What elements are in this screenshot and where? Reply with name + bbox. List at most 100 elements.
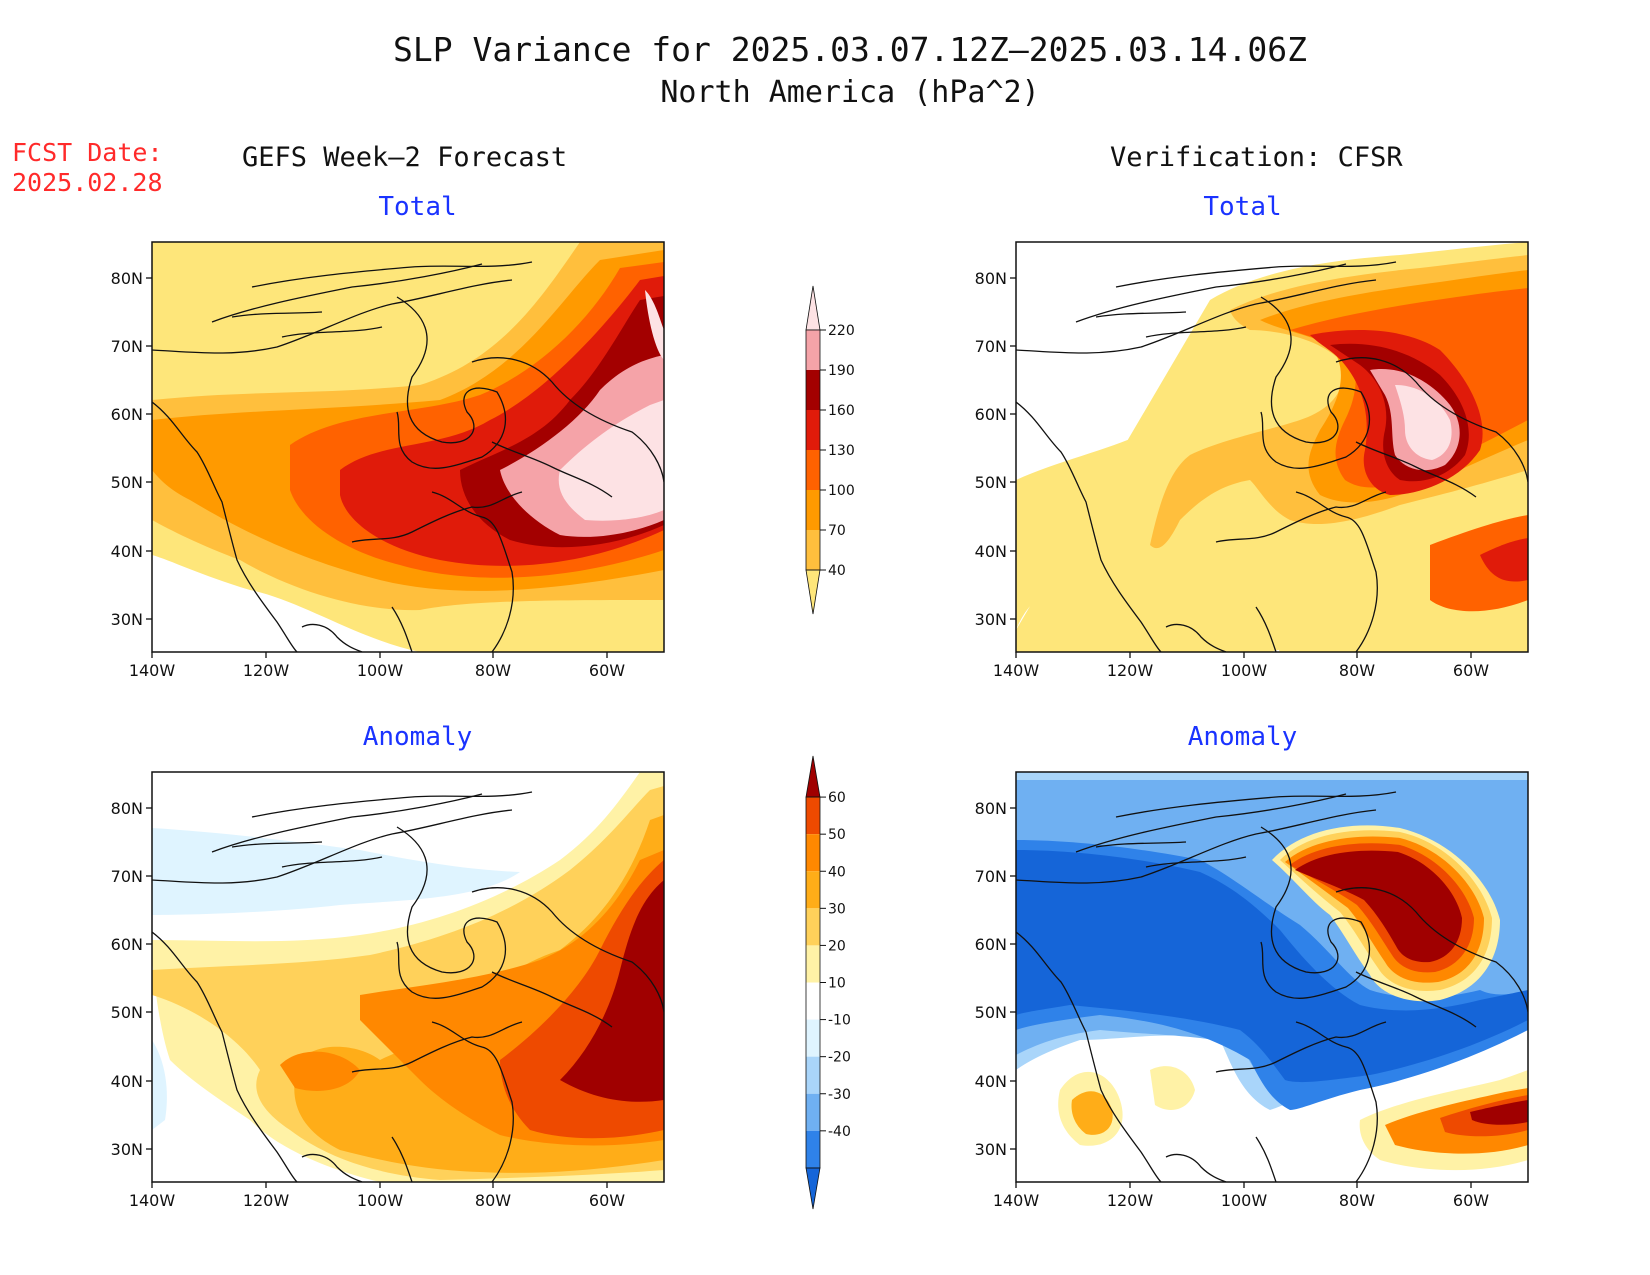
colorbar-top-triangle <box>805 755 821 798</box>
lat-tick-label: 80N <box>111 269 143 288</box>
fcst-date-block: FCST Date: 2025.02.28 <box>12 138 163 198</box>
lat-tick-label: 30N <box>111 1140 143 1159</box>
colorbar-box <box>806 370 820 410</box>
colorbar-label: 70 <box>828 523 846 539</box>
lon-tick-label: 120W <box>243 661 290 680</box>
colorbar-label: 100 <box>828 483 855 499</box>
colorbar-box <box>806 834 820 872</box>
colorbar-box <box>806 1056 820 1094</box>
panel-title-verification-anomaly: Anomaly <box>1187 722 1298 752</box>
colorbar-box <box>806 1019 820 1057</box>
colorbar-box <box>806 1093 820 1131</box>
lon-tick-label: 80W <box>1339 1191 1375 1210</box>
lon-tick-label: 100W <box>357 1191 404 1210</box>
colorbar-box <box>806 945 820 983</box>
colorbar-label: 130 <box>828 443 855 459</box>
colorbar-box <box>806 908 820 946</box>
colorbar-bottom-triangle <box>805 569 821 615</box>
lat-tick-label: 70N <box>975 867 1007 886</box>
lon-tick-label: 120W <box>1107 1191 1154 1210</box>
colorbar-box <box>806 330 820 370</box>
main-title: SLP Variance for 2025.03.07.12Z–2025.03.… <box>393 30 1307 69</box>
lon-tick-label: 140W <box>993 661 1040 680</box>
lat-tick-label: 40N <box>111 1072 143 1091</box>
colorbar-box <box>806 410 820 450</box>
column-title-forecast: GEFS Week–2 Forecast <box>242 142 568 173</box>
lat-tick-label: 40N <box>975 542 1007 561</box>
colorbar-label: -30 <box>828 1087 851 1103</box>
colorbar-label: -20 <box>828 1050 851 1066</box>
colorbar-anomaly: -40 -30 -20 -10 10 20 30 40 50 60 <box>805 755 851 1210</box>
colorbar-label: 20 <box>828 938 846 954</box>
map-verification-total <box>1016 242 1528 652</box>
lon-tick-label: 60W <box>589 661 625 680</box>
lat-tick-label: 50N <box>111 1003 143 1022</box>
lon-tick-label: 120W <box>243 1191 290 1210</box>
lon-tick-label: 140W <box>129 661 176 680</box>
colorbar-label: -40 <box>828 1124 851 1140</box>
lon-tick-label: 140W <box>129 1191 176 1210</box>
lat-tick-label: 50N <box>975 1003 1007 1022</box>
lat-tick-label: 80N <box>975 799 1007 818</box>
lon-tick-label: 100W <box>1221 661 1268 680</box>
colorbar-box <box>806 1130 820 1168</box>
colorbar-label: 50 <box>828 827 846 843</box>
colorbar-label: 220 <box>828 323 855 339</box>
colorbar-label: 190 <box>828 363 855 379</box>
colorbar-label: 40 <box>828 864 846 880</box>
colorbar-box <box>806 450 820 490</box>
lat-tick-label: 70N <box>111 867 143 886</box>
panel-title-forecast-total: Total <box>378 192 457 222</box>
lat-tick-label: 60N <box>111 405 143 424</box>
lat-tick-label: 60N <box>111 935 143 954</box>
colorbar-top-triangle <box>805 285 821 331</box>
colorbar-label: -10 <box>828 1013 851 1029</box>
lon-tick-label: 100W <box>1221 1191 1268 1210</box>
lat-tick-label: 70N <box>111 337 143 356</box>
lat-tick-label: 40N <box>111 542 143 561</box>
colorbar-box <box>806 982 820 1020</box>
map-forecast-total <box>152 242 664 652</box>
lat-tick-label: 30N <box>975 1140 1007 1159</box>
lat-tick-label: 80N <box>111 799 143 818</box>
colorbar-label: 10 <box>828 976 846 992</box>
colorbar-label: 30 <box>828 901 846 917</box>
fcst-date-value: 2025.02.28 <box>12 168 163 197</box>
map-verification-anomaly <box>1016 772 1528 1182</box>
colorbar-total: 40 70 100 130 160 190 220 <box>805 285 855 615</box>
lat-tick-label: 50N <box>111 473 143 492</box>
lon-tick-label: 140W <box>993 1191 1040 1210</box>
map-forecast-anomaly <box>152 772 664 1182</box>
lon-tick-label: 120W <box>1107 661 1154 680</box>
lon-tick-label: 100W <box>357 661 404 680</box>
lon-tick-label: 80W <box>475 1191 511 1210</box>
panel-title-verification-total: Total <box>1203 192 1282 222</box>
colorbar-box <box>806 530 820 570</box>
colorbar-box <box>806 490 820 530</box>
colorbar-box <box>806 871 820 909</box>
colorbar-label: 40 <box>828 563 846 579</box>
lon-tick-label: 80W <box>1339 661 1375 680</box>
axes-layer: 80N 70N 60N 50N 40N 30N 140W 120W 100W 80W 60W 80N 7… <box>111 269 1490 1210</box>
lat-tick-label: 40N <box>975 1072 1007 1091</box>
lon-tick-label: 60W <box>589 1191 625 1210</box>
colorbar-layer: 40 70 100 130 160 190 220 -40 -30 -20 -10 10 20 30 40 5… <box>805 285 855 1210</box>
colorbar-label: 60 <box>828 790 846 806</box>
lat-tick-label: 60N <box>975 935 1007 954</box>
lat-tick-label: 30N <box>975 610 1007 629</box>
fcst-date-label: FCST Date: <box>12 138 163 167</box>
lat-tick-label: 50N <box>975 473 1007 492</box>
colorbar-box <box>806 797 820 835</box>
column-title-verification: Verification: CFSR <box>1110 142 1403 173</box>
lat-tick-label: 80N <box>975 269 1007 288</box>
lon-tick-label: 80W <box>475 661 511 680</box>
lat-tick-label: 60N <box>975 405 1007 424</box>
lat-tick-label: 70N <box>975 337 1007 356</box>
panel-title-forecast-anomaly: Anomaly <box>362 722 473 752</box>
lat-tick-label: 30N <box>111 610 143 629</box>
colorbar-label: 160 <box>828 403 855 419</box>
lon-tick-label: 60W <box>1453 1191 1489 1210</box>
lon-tick-label: 60W <box>1453 661 1489 680</box>
colorbar-bottom-triangle <box>805 1167 821 1210</box>
